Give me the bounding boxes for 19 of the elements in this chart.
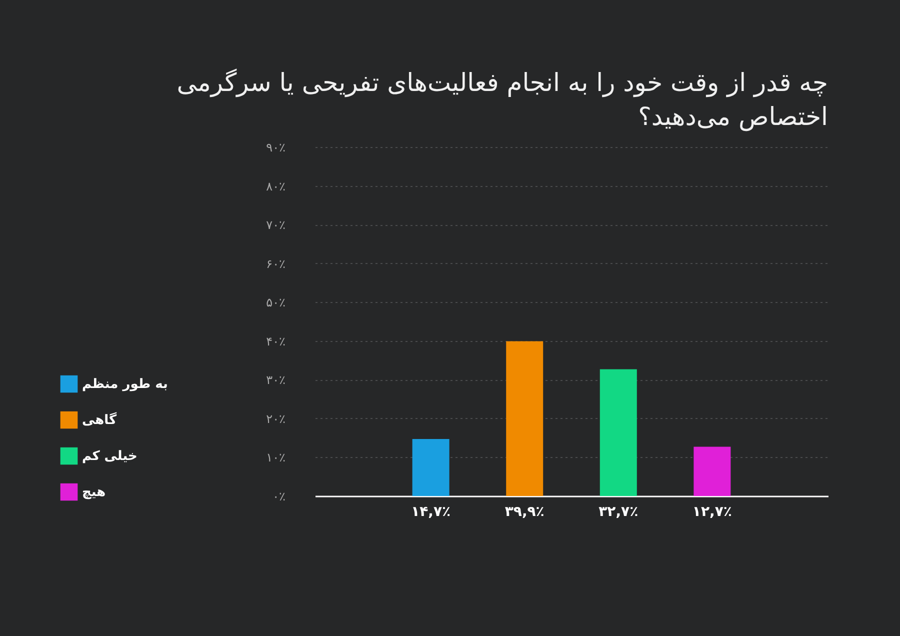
- data-label: ۳۲,۷٪: [598, 504, 638, 520]
- data-label: ۳۹,۹٪: [504, 504, 544, 520]
- y-tick-label: ۶۰٪: [266, 256, 286, 271]
- legend-label: هیچ: [82, 485, 106, 500]
- y-tick-label: ۸۰٪: [266, 179, 286, 194]
- y-tick-label: ۲۰٪: [266, 412, 286, 426]
- y-tick-label: ۷۰٪: [266, 218, 286, 232]
- legend-label: به طور منظم: [82, 377, 168, 392]
- chart-title: چه قدر از وقت خود را به انجام فعالیت‌های تفریحی یا سرگرمی اختصاص می‌دهید؟: [176, 67, 828, 134]
- y-tick-label: ۳۰٪: [266, 373, 286, 388]
- y-tick-label: ۱۰٪: [266, 450, 286, 465]
- legend-label: گاهی: [82, 412, 118, 428]
- y-tick-label: ۹۰٪: [266, 140, 286, 154]
- y-tick-label: ۴۰٪: [266, 334, 286, 348]
- legend-label: خیلی کم: [82, 449, 138, 464]
- y-tick-label: ۵۰٪: [266, 296, 286, 310]
- data-label: ۱۴,۷٪: [411, 504, 451, 520]
- data-label: ۱۲,۷٪: [692, 504, 732, 520]
- y-tick-label: ۰٪: [272, 490, 286, 504]
